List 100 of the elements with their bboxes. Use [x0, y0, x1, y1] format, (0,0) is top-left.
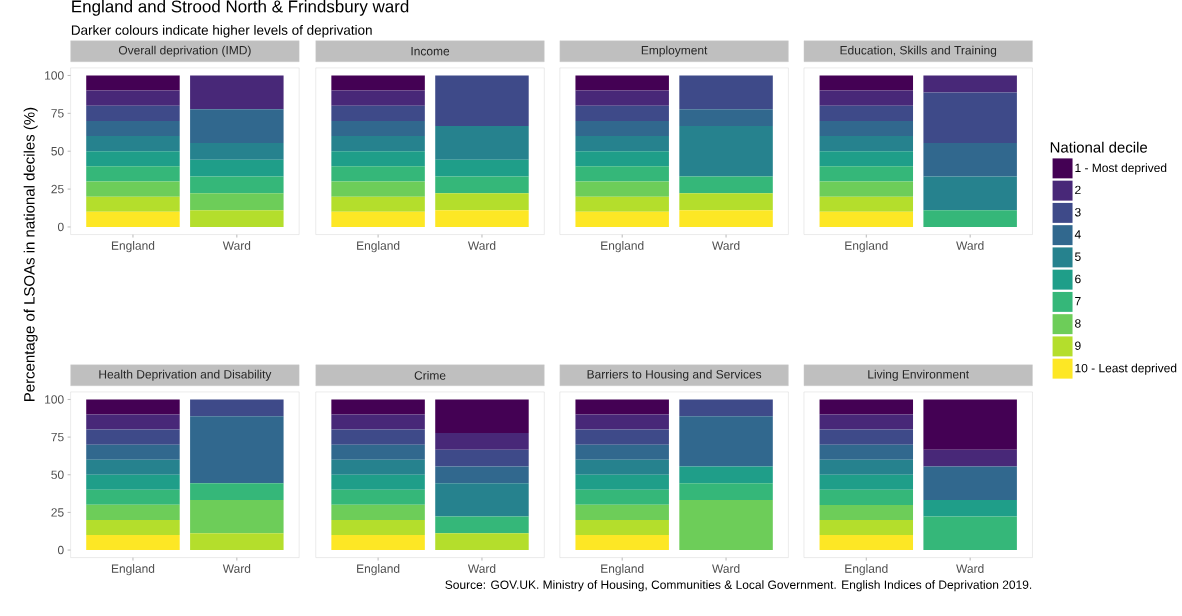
bar — [923, 176, 1017, 210]
bar — [86, 166, 180, 182]
bar — [819, 534, 914, 550]
bar — [190, 533, 284, 550]
chart-title: Crime — [414, 370, 446, 380]
bar — [86, 519, 180, 535]
bar — [86, 459, 180, 475]
y-tick-label: 75 — [51, 109, 64, 118]
bar — [575, 474, 669, 490]
y-axis-title: Percentage of LSOAs in national deciles (%) — [23, 107, 38, 401]
source-note: Source: GOV.UK. Ministry of Housing, Communities & Local Government. English Indices of Deprivation 2019. — [445, 580, 1032, 592]
bar — [923, 449, 1017, 467]
bar — [331, 166, 425, 182]
bar — [331, 135, 425, 152]
bar — [435, 466, 529, 484]
bar — [331, 489, 425, 505]
chart-title: Education, Skills and Training — [840, 45, 997, 57]
bar — [331, 399, 425, 415]
x-tick-label: England — [601, 240, 644, 253]
bar — [923, 75, 1017, 93]
bar — [86, 489, 180, 505]
x-tick-label: Ward — [712, 240, 740, 250]
legend-label: 9 — [1075, 341, 1081, 350]
x-tick-label: Ward — [956, 563, 984, 573]
x-tick-label: England — [601, 563, 644, 576]
bar — [86, 120, 180, 136]
bar — [819, 90, 914, 106]
bar — [819, 414, 914, 430]
text: Darker colours indicate higher levels of deprivation — [71, 24, 372, 38]
x-tick-label: England — [845, 240, 888, 253]
y-tick-label: 0 — [57, 545, 64, 555]
bar — [331, 414, 425, 430]
bar — [923, 466, 1017, 500]
y-tick-label: 25 — [51, 184, 64, 194]
bar — [86, 534, 180, 550]
bar — [190, 75, 284, 110]
legend-title: National decile — [1050, 141, 1148, 153]
legend-label: 4 — [1074, 230, 1081, 239]
bar — [435, 399, 529, 433]
x-tick-label: Ward — [222, 240, 251, 250]
legend-label: 5 — [1075, 252, 1081, 261]
bar — [923, 209, 1017, 227]
x-tick-label: Ward — [956, 240, 984, 250]
bar — [679, 499, 773, 550]
bar — [435, 193, 529, 210]
bar — [923, 92, 1017, 143]
bar — [819, 399, 914, 415]
bar — [923, 499, 1017, 517]
bar — [679, 399, 773, 417]
y-tick-label: 0 — [57, 222, 64, 232]
bar — [679, 176, 773, 194]
bar — [435, 449, 529, 467]
bar — [190, 209, 284, 227]
bar — [575, 90, 669, 106]
bar — [331, 211, 425, 227]
bar — [86, 399, 180, 415]
bar — [819, 75, 914, 91]
y-tick-label: 75 — [51, 432, 64, 442]
bar — [435, 432, 529, 450]
bar — [190, 399, 284, 417]
bar — [819, 429, 914, 445]
bar — [86, 196, 180, 212]
bar — [331, 196, 425, 212]
bar — [575, 534, 669, 550]
legend-label: 3 — [1074, 207, 1081, 217]
bar — [331, 181, 425, 197]
bar — [575, 105, 669, 121]
legend-label: 1 - Most deprived — [1075, 163, 1167, 175]
bar — [679, 125, 773, 177]
bar — [86, 135, 180, 152]
bar — [819, 181, 914, 197]
y-tick-label: 100 — [45, 71, 64, 80]
bar — [86, 75, 180, 91]
bar — [819, 459, 914, 475]
bar — [923, 142, 1017, 177]
x-tick-label: England — [845, 563, 888, 576]
x-tick-label: England — [111, 240, 155, 253]
bar — [575, 504, 669, 520]
chart-title: Barriers to Housing and Services — [587, 369, 762, 381]
bar — [190, 416, 284, 484]
chart-title: Health Deprivation and Disability — [99, 369, 272, 381]
bar — [575, 196, 669, 212]
legend-label: 7 — [1075, 296, 1081, 306]
bar — [575, 444, 669, 460]
bar — [331, 534, 425, 550]
bar — [575, 211, 669, 227]
bar — [679, 416, 773, 467]
bar — [575, 151, 669, 167]
bar — [575, 489, 669, 505]
bar — [331, 504, 425, 520]
x-tick-label: Ward — [467, 563, 496, 573]
bar — [435, 483, 529, 517]
x-tick-label: England — [111, 563, 155, 576]
bar — [331, 474, 425, 490]
bar — [575, 429, 669, 445]
bar — [86, 151, 180, 167]
bar — [575, 519, 669, 535]
bar — [331, 120, 425, 136]
bar — [819, 151, 914, 167]
bar — [435, 533, 529, 550]
